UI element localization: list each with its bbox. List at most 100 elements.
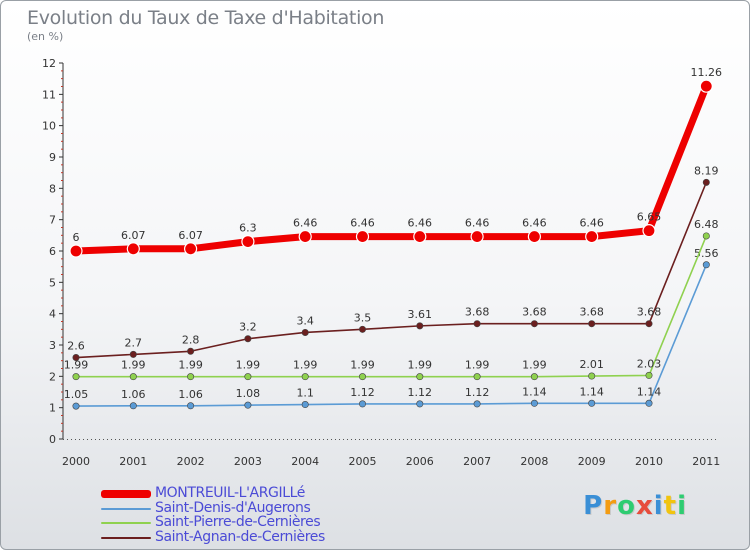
data-point (470, 229, 484, 244)
data-label: 6.46 (293, 217, 318, 230)
x-tick-label: 2002 (177, 455, 205, 468)
legend-label: Saint-Agnan-de-Cernières (155, 528, 325, 545)
x-tick-label: 2000 (62, 455, 90, 468)
data-label: 6.46 (465, 217, 490, 230)
x-tick-label: 2001 (119, 455, 147, 468)
x-tick-label: 2004 (291, 455, 319, 468)
data-point (244, 373, 252, 381)
chart-title: Evolution du Taux de Taxe d'Habitation (27, 7, 385, 29)
data-label: 6 (73, 231, 80, 244)
data-point (187, 347, 195, 355)
data-point (244, 335, 252, 343)
data-label: 3.68 (465, 306, 490, 319)
data-point (645, 399, 653, 407)
data-point (413, 229, 427, 244)
legend-swatch (101, 522, 151, 525)
data-point (301, 328, 309, 336)
data-label: 3.68 (579, 306, 604, 319)
data-point (530, 373, 538, 381)
data-point (72, 402, 80, 410)
data-point (129, 402, 137, 410)
data-label: 2.03 (637, 357, 662, 370)
data-label: 1.99 (293, 359, 318, 372)
data-point (358, 400, 366, 408)
data-label: 6.65 (637, 211, 662, 224)
data-point (129, 350, 137, 358)
logo-letter: x (635, 491, 654, 521)
data-point (473, 320, 481, 328)
data-label: 1.99 (465, 359, 490, 372)
data-label: 2.8 (182, 333, 200, 346)
y-tick-label: 11 (42, 88, 56, 101)
data-label: 1.1 (296, 387, 314, 400)
data-point (187, 373, 195, 381)
data-point (358, 373, 366, 381)
y-tick-label: 8 (49, 182, 56, 195)
y-tick-label: 5 (49, 276, 56, 289)
data-label: 6.48 (694, 218, 719, 231)
data-point (416, 400, 424, 408)
legend-swatch (101, 507, 151, 510)
x-tick-label: 2005 (349, 455, 377, 468)
y-tick-label: 4 (49, 308, 56, 321)
data-label: 1.06 (178, 388, 203, 401)
data-point (702, 178, 710, 186)
data-point (642, 224, 656, 238)
data-point (473, 400, 481, 408)
data-label: 2.7 (125, 336, 143, 349)
logo-letter: r (603, 491, 618, 521)
series-line (72, 82, 710, 255)
data-label: 1.99 (64, 359, 89, 372)
data-point (358, 325, 366, 333)
data-point (645, 320, 653, 328)
data-label: 1.05 (64, 388, 89, 401)
y-tick-label: 12 (42, 57, 56, 70)
data-label: 1.99 (236, 359, 261, 372)
data-point (244, 401, 252, 409)
data-label: 3.68 (637, 306, 662, 319)
data-label: 1.99 (178, 359, 203, 372)
data-label: 6.46 (579, 217, 604, 230)
data-label: 1.12 (350, 386, 375, 399)
data-point (588, 372, 596, 380)
data-point (126, 242, 140, 256)
data-point (129, 373, 137, 381)
data-label: 1.08 (236, 387, 261, 400)
data-point (585, 229, 599, 244)
data-point (187, 402, 195, 410)
data-label: 1.14 (637, 385, 662, 398)
data-label: 1.06 (121, 388, 146, 401)
data-label: 3.61 (408, 308, 433, 321)
x-tick-label: 2008 (520, 455, 548, 468)
data-point (72, 354, 80, 362)
y-tick-label: 10 (42, 120, 56, 133)
data-label: 6.46 (350, 217, 375, 230)
data-label: 1.14 (579, 385, 604, 398)
y-tick-label: 0 (49, 433, 56, 446)
logo-letter: o (617, 491, 636, 521)
x-tick-label: 2006 (406, 455, 434, 468)
legend-label: Saint-Pierre-de-Cernières (155, 514, 321, 530)
data-label: 6.3 (239, 222, 257, 235)
legend-label: MONTREUIL-L'ARGILLé (155, 485, 305, 501)
logo-letter: i (653, 491, 664, 521)
x-tick-label: 2003 (234, 455, 262, 468)
series-line (75, 235, 708, 378)
data-label: 6.46 (522, 217, 547, 230)
data-label: 3.2 (239, 321, 257, 334)
data-point (702, 261, 710, 269)
data-point (301, 373, 309, 381)
logo-letter: t (663, 491, 678, 521)
data-point (527, 229, 542, 244)
data-point (184, 242, 198, 256)
data-label: 1.12 (408, 386, 433, 399)
y-tick-label: 9 (49, 151, 56, 164)
data-label: 6.07 (178, 229, 203, 242)
x-tick-label: 2009 (578, 455, 606, 468)
legend-label: Saint-Denis-d'Augerons (155, 499, 311, 516)
proxiti-logo: Proxiti (583, 491, 687, 521)
data-label: 1.12 (465, 386, 490, 399)
data-label: 6.07 (121, 229, 146, 242)
x-tick-label: 2010 (635, 455, 663, 468)
y-tick-label: 7 (49, 214, 56, 227)
